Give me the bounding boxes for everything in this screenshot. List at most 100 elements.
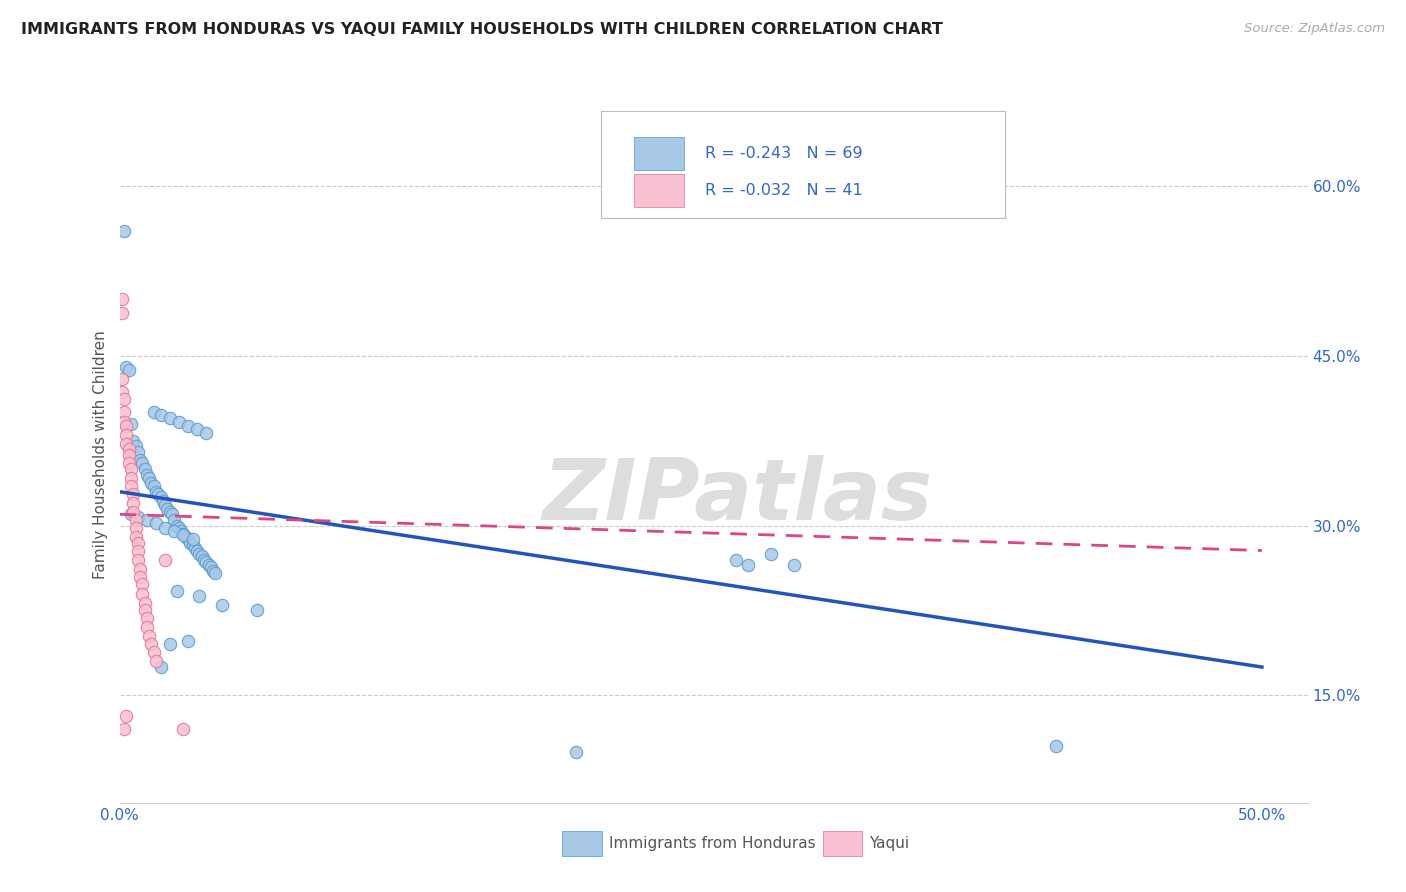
Point (188, 589, 211, 603)
Point (112, 405, 135, 419)
FancyBboxPatch shape (600, 111, 1005, 219)
Point (179, 535, 201, 549)
Text: R = -0.243   N = 69: R = -0.243 N = 69 (706, 146, 863, 161)
Point (122, 496, 145, 510)
Point (181, 532, 204, 546)
Point (142, 645, 165, 659)
Point (153, 552, 177, 566)
Point (737, 558, 759, 573)
Point (172, 526, 194, 541)
Point (124, 439, 146, 453)
Point (149, 491, 172, 505)
Point (111, 371, 134, 385)
Point (138, 471, 160, 485)
FancyBboxPatch shape (634, 137, 683, 170)
Point (149, 408, 172, 422)
Point (129, 561, 152, 575)
Point (115, 708, 138, 723)
Point (129, 569, 152, 583)
Point (135, 513, 157, 527)
Point (134, 603, 156, 617)
Point (112, 723, 135, 737)
Point (122, 434, 145, 448)
Point (111, 293, 134, 307)
Point (118, 449, 141, 463)
Point (127, 552, 149, 566)
Point (111, 306, 134, 320)
Point (159, 411, 181, 425)
Point (159, 637, 181, 651)
Point (112, 225, 135, 239)
Point (134, 462, 156, 476)
Point (1045, 739, 1067, 754)
Point (782, 558, 804, 573)
Point (129, 453, 152, 467)
Point (204, 566, 226, 581)
Point (181, 538, 204, 552)
Point (131, 586, 153, 600)
Point (124, 530, 146, 544)
Point (127, 509, 149, 524)
Point (127, 543, 149, 558)
Point (118, 362, 141, 376)
Point (188, 547, 211, 561)
Point (138, 630, 160, 644)
Point (177, 532, 200, 546)
Point (142, 405, 165, 419)
Point (124, 521, 146, 535)
Point (135, 611, 157, 625)
Point (118, 442, 141, 456)
Point (112, 415, 135, 429)
Point (127, 445, 149, 459)
Point (160, 508, 183, 522)
Text: R = -0.032   N = 41: R = -0.032 N = 41 (706, 183, 863, 198)
Point (112, 392, 135, 406)
Point (145, 654, 167, 668)
Text: ZIPatlas: ZIPatlas (543, 455, 932, 538)
Point (120, 479, 142, 493)
Point (131, 457, 153, 471)
Point (141, 475, 163, 490)
Point (135, 467, 157, 482)
Point (142, 479, 165, 493)
Point (149, 660, 172, 674)
Point (115, 437, 138, 451)
Point (195, 425, 218, 440)
Point (177, 634, 200, 648)
Point (131, 577, 153, 591)
Point (153, 521, 177, 535)
Point (124, 513, 146, 527)
Point (163, 524, 186, 539)
Point (759, 547, 782, 561)
Point (163, 513, 186, 527)
Point (177, 419, 200, 434)
Point (153, 498, 177, 512)
Text: Source: ZipAtlas.com: Source: ZipAtlas.com (1244, 22, 1385, 36)
Point (167, 521, 190, 535)
Point (202, 564, 225, 578)
Point (193, 552, 215, 566)
Point (172, 723, 194, 737)
Point (122, 505, 145, 519)
Point (167, 415, 190, 429)
Point (172, 527, 194, 541)
Point (120, 508, 142, 522)
Point (190, 549, 214, 564)
Point (141, 637, 163, 651)
Point (156, 501, 179, 516)
Point (152, 493, 174, 508)
Point (115, 360, 138, 375)
FancyBboxPatch shape (634, 174, 683, 207)
Point (120, 471, 142, 485)
Point (118, 457, 141, 471)
Point (197, 558, 219, 573)
Point (174, 530, 197, 544)
Point (135, 620, 157, 634)
Point (120, 462, 142, 476)
Point (725, 552, 748, 566)
Point (170, 524, 193, 539)
Point (148, 487, 170, 501)
Point (245, 603, 267, 617)
Point (127, 535, 149, 549)
Point (186, 422, 208, 436)
